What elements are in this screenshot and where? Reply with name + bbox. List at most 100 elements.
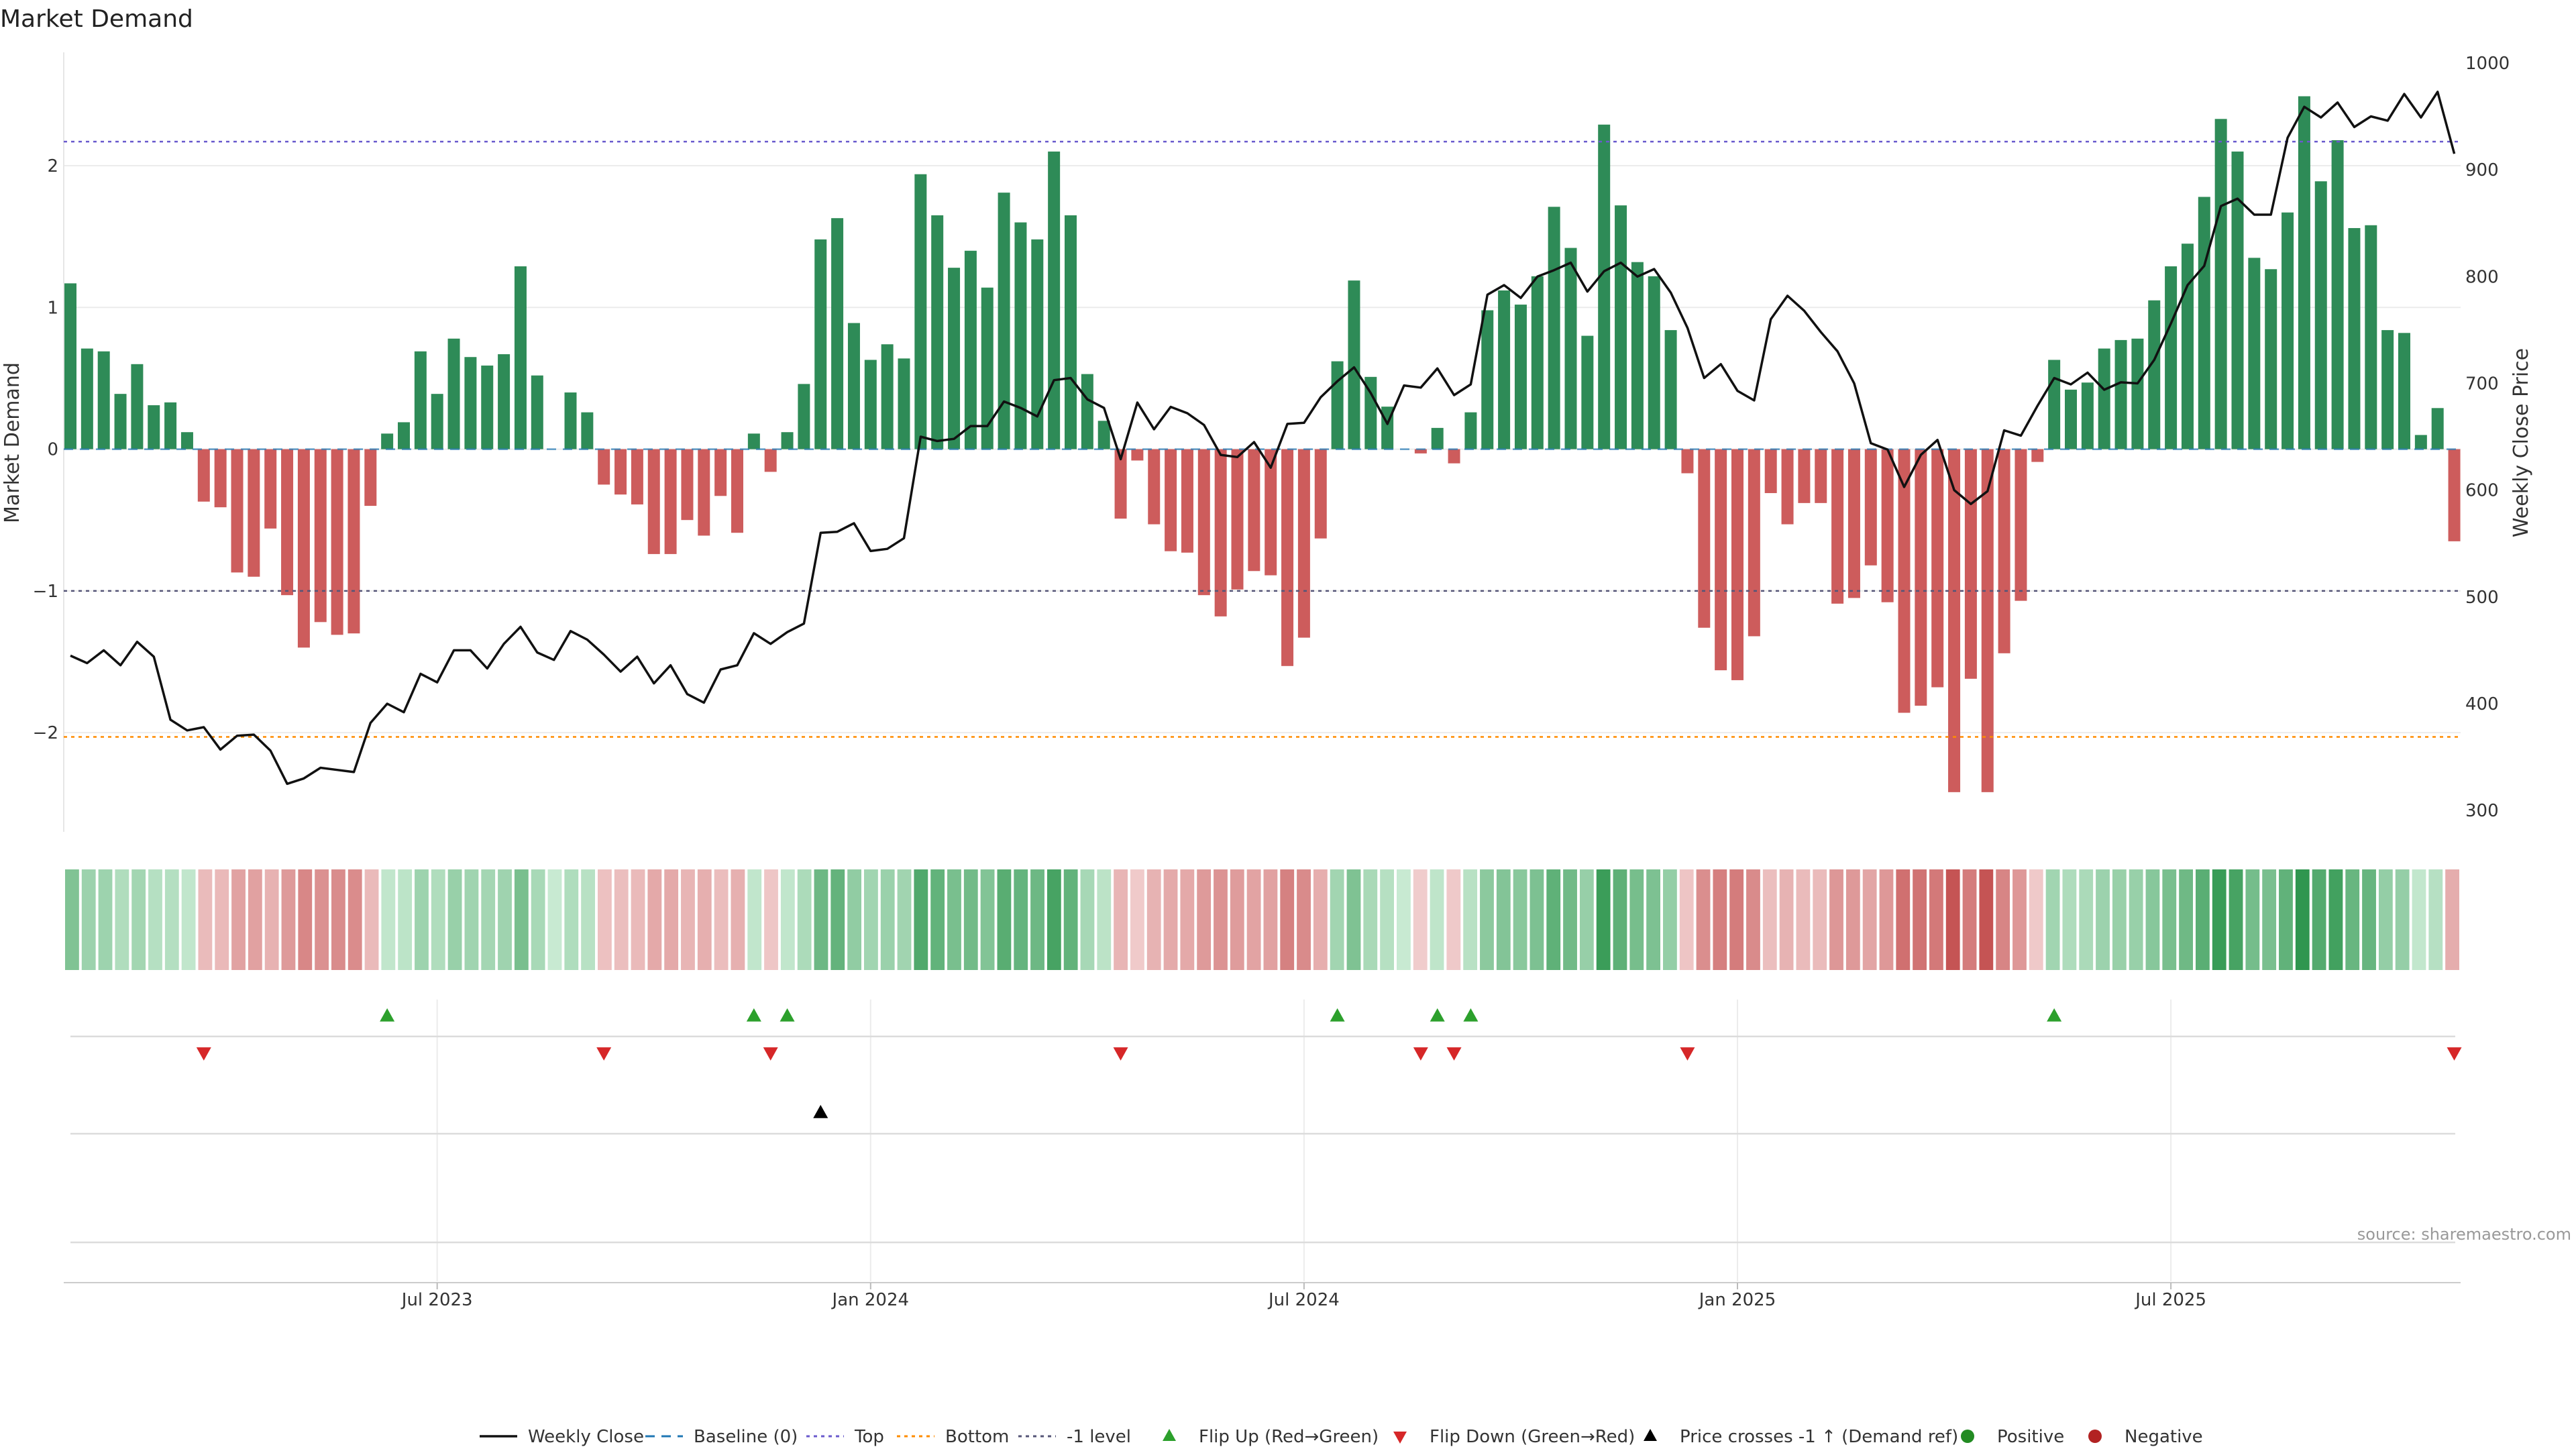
demand-bar bbox=[1598, 124, 1611, 449]
heat-cell bbox=[164, 869, 179, 970]
heat-cell bbox=[215, 869, 229, 970]
heat-cell bbox=[1346, 869, 1361, 970]
heat-cell bbox=[697, 869, 712, 970]
reference-lines bbox=[64, 140, 2461, 738]
demand-bar bbox=[1197, 449, 1210, 596]
heat-cell bbox=[1397, 869, 1411, 970]
heat-cell bbox=[198, 869, 213, 970]
demand-bar bbox=[898, 358, 910, 449]
demand-bar bbox=[1581, 335, 1594, 449]
heat-cell bbox=[1130, 869, 1144, 970]
demand-bar bbox=[1731, 449, 1743, 680]
demand-bar bbox=[148, 405, 160, 449]
demand-bar bbox=[331, 449, 343, 635]
heat-cell bbox=[1263, 869, 1278, 970]
left-tick-label: 0 bbox=[47, 440, 58, 460]
demand-bar bbox=[398, 422, 410, 449]
demand-bar bbox=[1331, 361, 1344, 449]
demand-bar bbox=[2198, 197, 2210, 449]
demand-bar bbox=[2131, 338, 2144, 449]
heat-cell bbox=[764, 869, 778, 970]
heat-cell bbox=[797, 869, 812, 970]
demand-bar bbox=[1931, 449, 1944, 688]
heat-cell bbox=[997, 869, 1012, 970]
heat-cell bbox=[1480, 869, 1494, 970]
heat-cell bbox=[747, 869, 762, 970]
demand-bar bbox=[1498, 290, 1511, 449]
demand-bar bbox=[1964, 449, 1977, 679]
heat-cell bbox=[1246, 869, 1261, 970]
demand-bar bbox=[1364, 376, 1377, 449]
demand-bar bbox=[1781, 449, 1794, 525]
legend-price-cross-swatch bbox=[1644, 1429, 1657, 1441]
heat-cell bbox=[431, 869, 445, 970]
demand-bar bbox=[1131, 449, 1144, 461]
heat-cell bbox=[1146, 869, 1161, 970]
demand-bar bbox=[2114, 339, 2127, 449]
x-tick-label: Jul 2025 bbox=[2134, 1290, 2206, 1310]
heat-cell bbox=[1380, 869, 1394, 970]
heat-cell bbox=[1463, 869, 1478, 970]
demand-bar bbox=[1664, 330, 1677, 449]
demand-bar bbox=[164, 402, 177, 449]
demand-bar bbox=[1248, 449, 1260, 572]
demand-bar bbox=[2448, 449, 2461, 541]
demand-bar bbox=[614, 449, 627, 495]
heat-cell bbox=[681, 869, 695, 970]
x-tick-label: Jan 2025 bbox=[1698, 1290, 1776, 1310]
demand-bar bbox=[1148, 449, 1161, 525]
heat-cell bbox=[331, 869, 345, 970]
demand-bar bbox=[1448, 449, 1460, 464]
heat-cell bbox=[564, 869, 579, 970]
demand-bar bbox=[2282, 212, 2294, 449]
heat-cell bbox=[1613, 869, 1627, 970]
legend-flip-down-swatch bbox=[1393, 1432, 1407, 1444]
heat-cell bbox=[481, 869, 496, 970]
heat-cell bbox=[1496, 869, 1511, 970]
demand-bar bbox=[1214, 449, 1227, 616]
heat-cell bbox=[498, 869, 512, 970]
heat-cell bbox=[1929, 869, 1943, 970]
heat-cell bbox=[780, 869, 795, 970]
demand-bar bbox=[864, 360, 877, 449]
heat-cell bbox=[98, 869, 113, 970]
demand-bar bbox=[2348, 227, 2361, 449]
heat-cell bbox=[248, 869, 262, 970]
heat-cell bbox=[1413, 869, 1428, 970]
demand-bar bbox=[364, 449, 377, 506]
heat-cell bbox=[1446, 869, 1461, 970]
flip-up-marker bbox=[1463, 1008, 1479, 1022]
demand-bar bbox=[2431, 408, 2444, 449]
demand-bar bbox=[2048, 360, 2061, 449]
heat-cell bbox=[1996, 869, 2010, 970]
demand-bar bbox=[1898, 449, 1911, 713]
demand-bar bbox=[1764, 449, 1777, 494]
demand-bar bbox=[781, 432, 794, 449]
demand-bar bbox=[1314, 449, 1327, 539]
demand-bar bbox=[747, 433, 760, 449]
heat-cell bbox=[1762, 869, 1777, 970]
heat-cell bbox=[581, 869, 595, 970]
heat-cell bbox=[963, 869, 978, 970]
heat-cell bbox=[2162, 869, 2177, 970]
demand-bar bbox=[2148, 300, 2161, 449]
demand-bar bbox=[97, 351, 110, 449]
flip-down-marker bbox=[1680, 1047, 1695, 1061]
heat-cell bbox=[1596, 869, 1611, 970]
flip-up-marker bbox=[1430, 1008, 1445, 1022]
flip-down-marker bbox=[1446, 1047, 1462, 1061]
demand-bar bbox=[2181, 244, 2194, 449]
heat-cell bbox=[2328, 869, 2343, 970]
legend-label: Weekly Close bbox=[528, 1427, 644, 1447]
demand-bar bbox=[1265, 449, 1277, 576]
left-axis-label: Market Demand bbox=[1, 362, 24, 523]
heat-cell bbox=[1813, 869, 1827, 970]
demand-bar bbox=[1948, 449, 1961, 792]
heat-cell bbox=[830, 869, 845, 970]
demand-bar bbox=[2015, 449, 2027, 601]
heat-cell bbox=[1529, 869, 1544, 970]
left-tick-label: 1 bbox=[47, 298, 58, 318]
demand-bar bbox=[2214, 119, 2227, 449]
heat-cell bbox=[231, 869, 246, 970]
demand-bar bbox=[214, 449, 227, 508]
